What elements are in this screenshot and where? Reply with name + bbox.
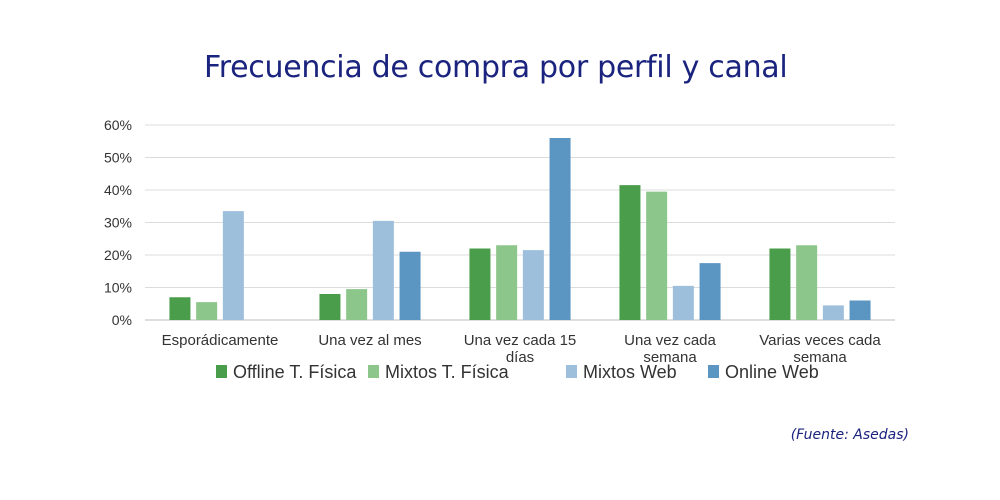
- legend-swatch: [708, 365, 719, 378]
- x-tick-label: semana: [643, 349, 697, 366]
- x-tick-label: Una vez cada 15: [464, 332, 577, 349]
- bar-2-4: [646, 191, 668, 320]
- bar-2-3: [496, 245, 518, 320]
- x-tick-label: Varias veces cada: [759, 332, 881, 349]
- bar-4-4: [699, 263, 721, 320]
- bars: [169, 138, 871, 320]
- bar-3-4: [672, 285, 694, 320]
- bar-1-5: [769, 248, 791, 320]
- y-tick-label: 40%: [104, 182, 132, 198]
- bar-2-5: [796, 245, 818, 320]
- chart-title: Frecuencia de compra por perfil y canal: [204, 50, 788, 85]
- bar-2-2: [346, 289, 368, 320]
- bar-4-3: [549, 138, 571, 320]
- bar-4-2: [399, 251, 421, 320]
- x-tick-label: Esporádicamente: [162, 332, 279, 349]
- y-tick-label: 60%: [104, 117, 132, 133]
- legend-swatch: [368, 365, 379, 378]
- legend-label: Offline T. Física: [233, 362, 357, 382]
- bar-1-2: [319, 294, 341, 320]
- bar-2-1: [196, 302, 218, 320]
- y-tick-label: 0%: [112, 312, 132, 328]
- x-tick-label: semana: [793, 349, 847, 366]
- legend: Offline T. Física Mixtos T. Física Mixtos …: [216, 362, 819, 382]
- bar-1-1: [169, 297, 191, 320]
- y-tick-label: 30%: [104, 215, 132, 231]
- y-tick-label: 10%: [104, 280, 132, 296]
- x-axis-ticks: Esporádicamente Una vez al mes Una vez cad…: [162, 332, 882, 366]
- x-tick-label: Una vez cada: [624, 332, 716, 349]
- x-tick-label: Una vez al mes: [318, 332, 421, 349]
- bar-3-1: [222, 211, 244, 320]
- legend-label: Mixtos T. Física: [385, 362, 510, 382]
- legend-swatch: [566, 365, 577, 378]
- bar-3-5: [822, 305, 844, 320]
- bar-1-3: [469, 248, 491, 320]
- y-tick-label: 20%: [104, 247, 132, 263]
- legend-label: Mixtos Web: [583, 362, 677, 382]
- y-tick-label: 50%: [104, 150, 132, 166]
- bar-3-3: [522, 250, 544, 320]
- bar-3-2: [372, 220, 394, 320]
- legend-label: Online Web: [725, 362, 819, 382]
- legend-swatch: [216, 365, 227, 378]
- source-note: (Fuente: Asedas): [790, 427, 909, 443]
- y-axis-ticks: 0% 10% 20% 30% 40% 50% 60%: [104, 117, 132, 328]
- bar-4-5: [849, 300, 871, 320]
- x-tick-label: días: [506, 349, 534, 366]
- gridlines: [145, 124, 895, 321]
- bar-1-4: [619, 185, 641, 320]
